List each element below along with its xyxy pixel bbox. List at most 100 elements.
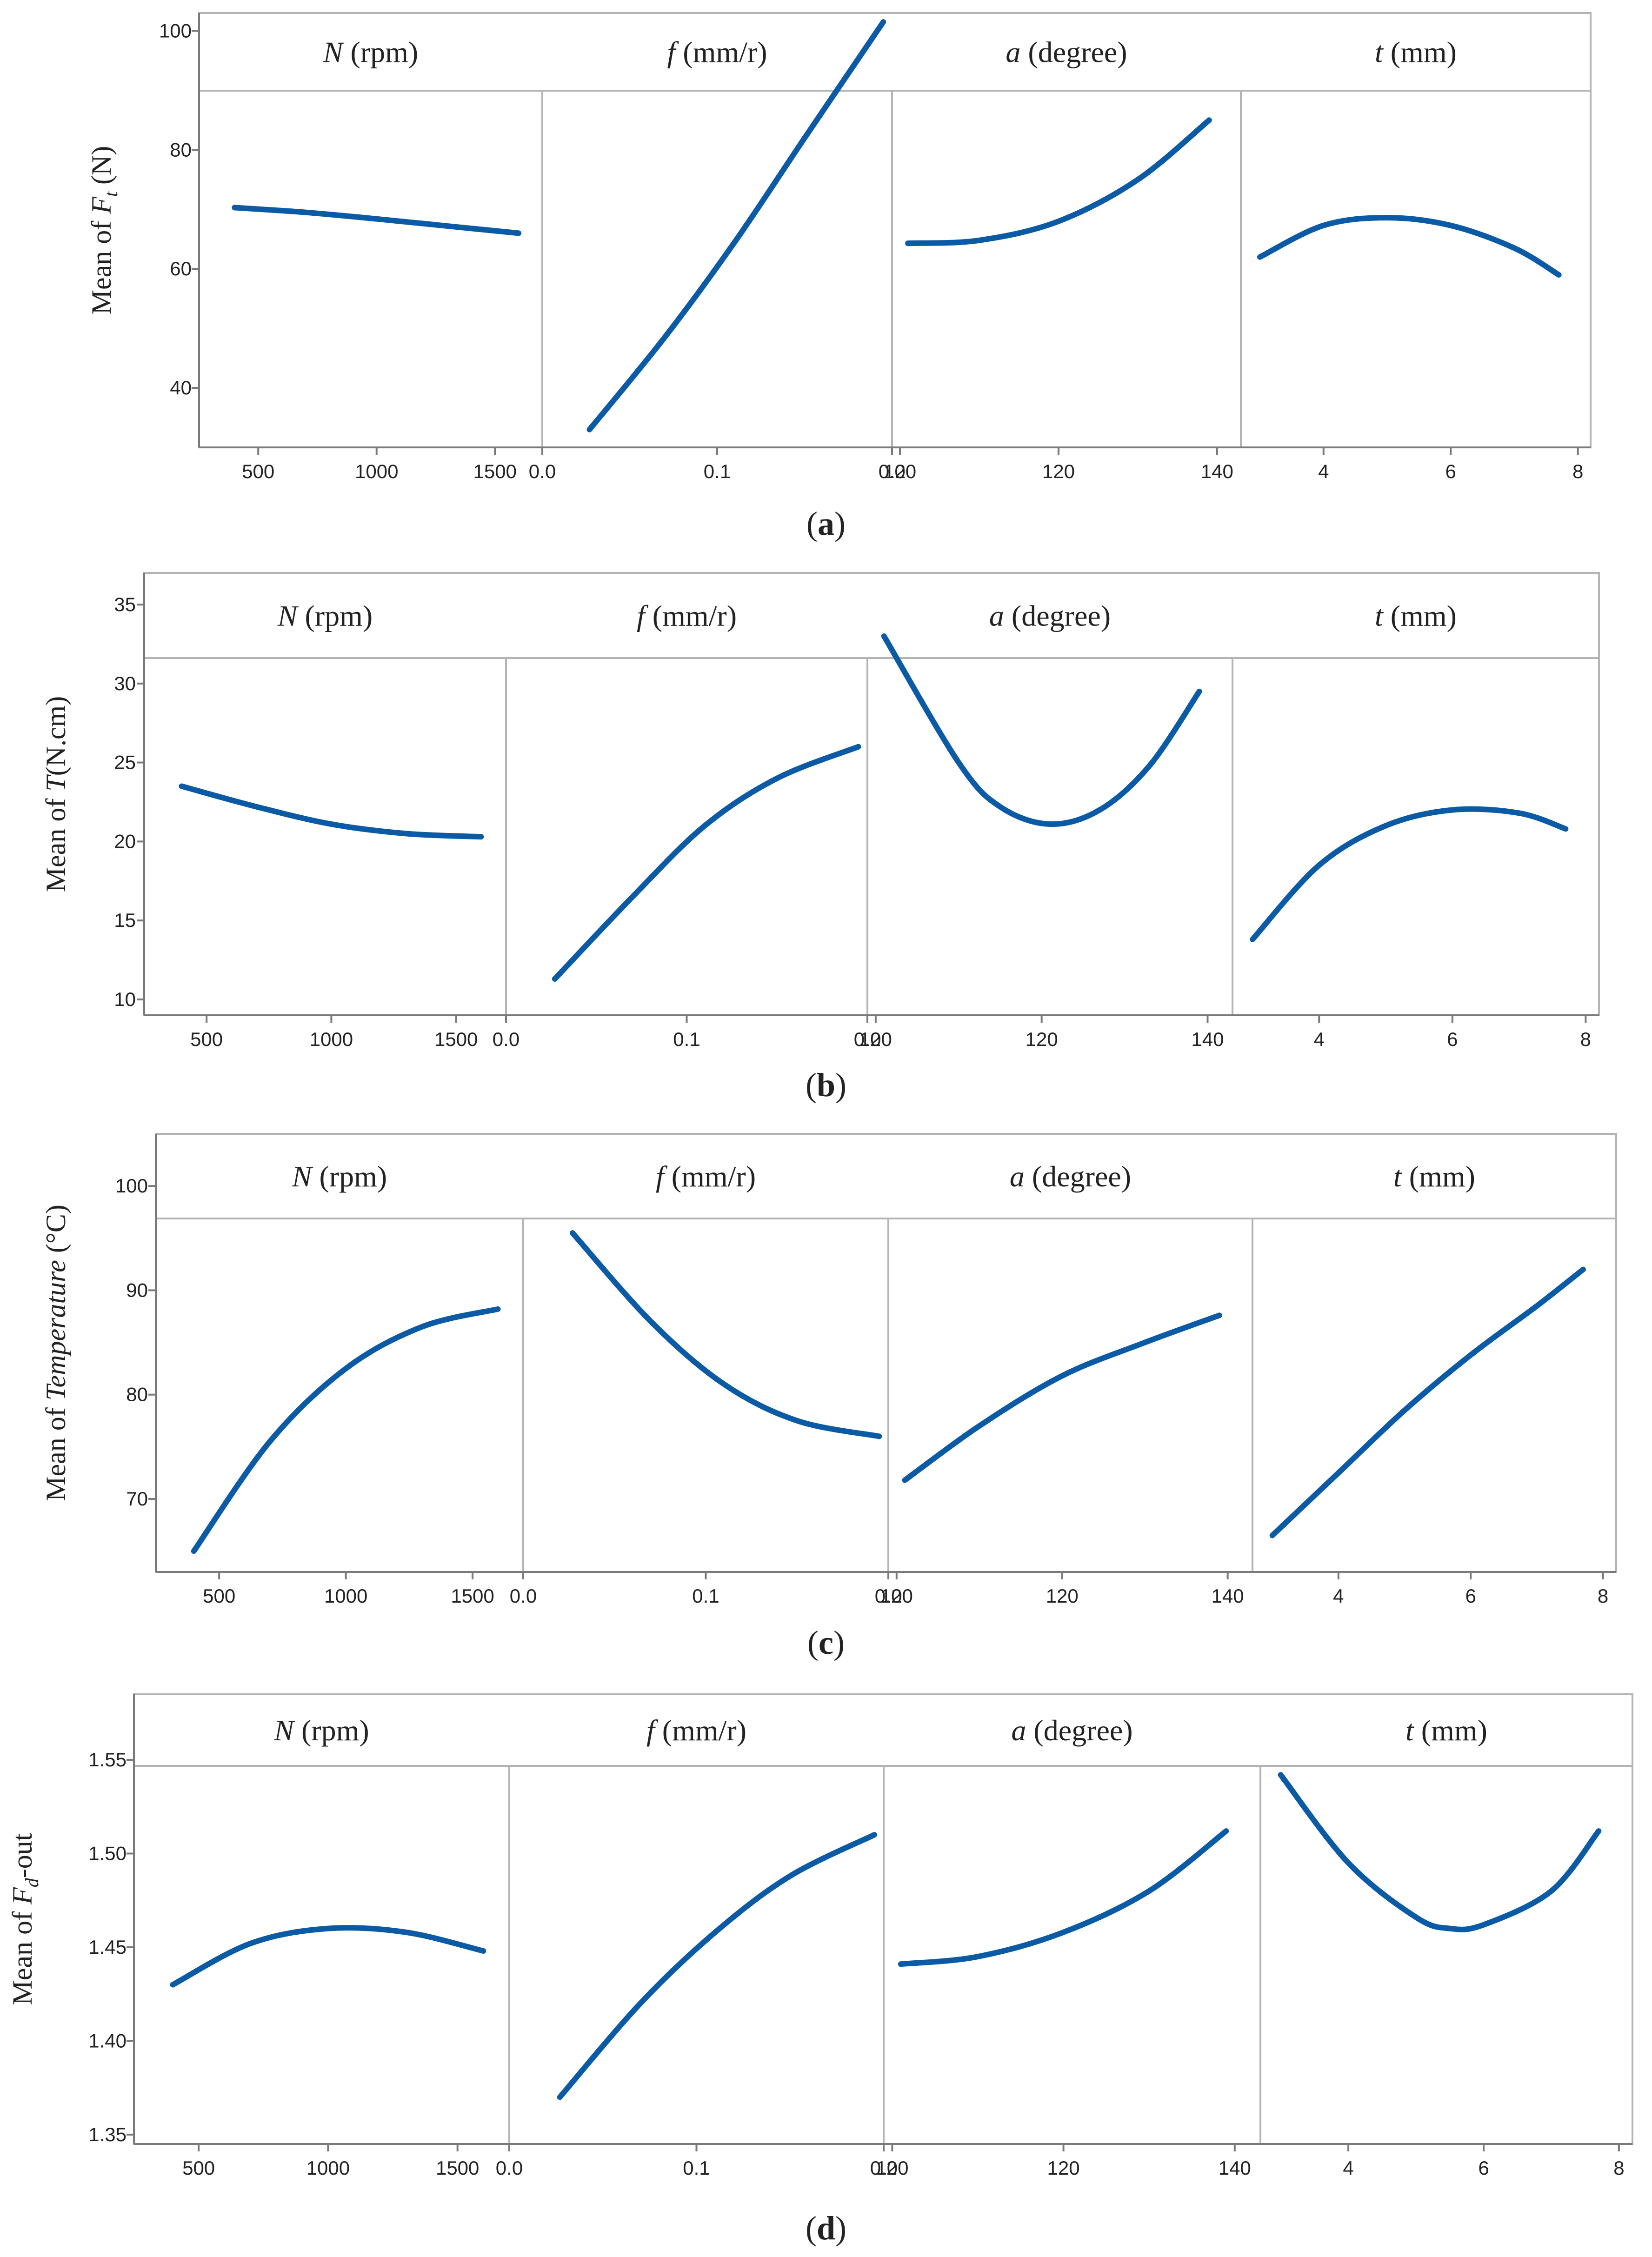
panel-N: N (rpm) 500 1000 1500 <box>179 599 484 1050</box>
x-tick-label: 140 <box>1191 1028 1224 1050</box>
panel-header-t: t (mm) <box>1375 36 1457 69</box>
panel-header-f: f (mm/r) <box>667 36 767 69</box>
y-tick-label: 1.55 <box>88 1749 127 1771</box>
panel-a: a (degree) 100 120 140 <box>880 1160 1244 1607</box>
x-tick-label: 6 <box>1446 460 1456 482</box>
panel-header-a: a (degree) <box>989 599 1111 632</box>
chart-d: 1.35 1.40 1.45 1.50 1.55 Mean of Fd-out N (rpm… <box>7 1693 1633 2247</box>
panel-header-N: N (rpm) <box>292 1160 387 1193</box>
panel-header-f: f (mm/r) <box>646 1714 746 1747</box>
y-tick-label: 100 <box>159 20 192 41</box>
x-tick-label: 4 <box>1314 1028 1325 1050</box>
x-tick-label: 500 <box>203 1585 235 1607</box>
x-tick-label: 1500 <box>434 1028 478 1050</box>
series-line-N <box>191 1306 501 1554</box>
y-axis-label: Mean of Fd-out <box>7 1833 42 2005</box>
x-tick-label: 140 <box>1201 460 1233 482</box>
caption-b: (b) <box>806 1066 846 1104</box>
series-line-a <box>898 1828 1229 1967</box>
x-tick-label: 100 <box>876 2157 908 2179</box>
plot-frame <box>198 90 1592 448</box>
x-tick-label: 6 <box>1465 1585 1476 1607</box>
x-tick-label: 8 <box>1572 460 1583 482</box>
x-tick-label: 1500 <box>451 1585 494 1607</box>
panel-t: t (mm) 4 6 8 <box>1232 599 1591 1050</box>
plot-frame <box>143 657 1600 1016</box>
x-tick-label: 0.0 <box>496 2157 523 2179</box>
series-line-a <box>881 633 1202 827</box>
x-tick-label: 4 <box>1343 2157 1353 2179</box>
x-tick-label: 0.0 <box>510 1585 537 1607</box>
y-tick-label: 25 <box>114 752 136 773</box>
panel-header-t: t (mm) <box>1406 1714 1487 1747</box>
series-line-N <box>232 205 522 236</box>
series-line-a <box>902 1312 1222 1483</box>
panel-header-a: a (degree) <box>1006 36 1127 69</box>
x-tick-label: 140 <box>1212 1585 1244 1607</box>
x-tick-label: 500 <box>182 2157 215 2179</box>
y-tick-label: 40 <box>170 377 192 399</box>
x-tick-label: 500 <box>190 1028 223 1050</box>
x-tick-label: 6 <box>1447 1028 1458 1050</box>
series-line-t <box>1257 215 1562 278</box>
chart-c: 70 80 90 100 Mean of Temperature (°C) N (rpm)… <box>40 1133 1617 1661</box>
y-tick-label: 20 <box>114 830 136 852</box>
series-line-f <box>552 744 861 982</box>
panel-a: a (degree) 100 120 140 <box>884 36 1233 483</box>
series-line-N <box>170 1925 486 1988</box>
x-tick-label: 1500 <box>436 2157 479 2179</box>
panel-a: a (degree) 100 120 140 <box>876 1714 1251 2179</box>
y-tick-label: 1.45 <box>88 1936 127 1958</box>
x-tick-label: 500 <box>242 460 274 482</box>
x-tick-label: 4 <box>1318 460 1329 482</box>
series-line-f <box>569 1230 882 1439</box>
x-tick-label: 8 <box>1613 2157 1624 2179</box>
x-tick-label: 1500 <box>473 460 516 482</box>
y-tick-label: 15 <box>114 909 136 931</box>
panel-f: f (mm/r) 0.0 0.1 0.2 <box>529 19 906 482</box>
x-tick-label: 0.0 <box>529 460 556 482</box>
x-tick-label: 0.2 <box>870 2157 897 2179</box>
x-tick-label: 6 <box>1478 2157 1489 2179</box>
panel-f: f (mm/r) 0.0 0.1 0.2 <box>510 1160 902 1607</box>
x-tick-label: 0.2 <box>879 460 906 482</box>
header-strip <box>155 1133 1617 1219</box>
y-tick-label: 100 <box>115 1175 148 1197</box>
series-line-N <box>179 783 484 840</box>
x-tick-label: 1000 <box>310 1028 353 1050</box>
caption-c: (c) <box>807 1624 845 1661</box>
panel-header-t: t (mm) <box>1375 599 1457 632</box>
y-axis-label: Mean of Temperature (°C) <box>40 1205 71 1501</box>
panel-header-f: f (mm/r) <box>656 1160 756 1193</box>
x-tick-label: 120 <box>1046 1585 1079 1607</box>
x-tick-label: 1000 <box>306 2157 350 2179</box>
x-tick-label: 0.1 <box>692 1585 719 1607</box>
series-line-f <box>557 1832 877 2100</box>
x-tick-label: 120 <box>1042 460 1075 482</box>
x-tick-label: 0.2 <box>854 1028 881 1050</box>
y-tick-label: 90 <box>126 1279 148 1301</box>
header-strip <box>198 12 1592 92</box>
panel-t: t (mm) 4 6 8 <box>1240 36 1583 482</box>
y-tick-label: 70 <box>126 1488 148 1510</box>
x-tick-label: 140 <box>1219 2157 1251 2179</box>
y-tick-label: 1.50 <box>88 1842 127 1864</box>
y-tick-label: 1.35 <box>88 2124 127 2145</box>
series-line-t <box>1278 1772 1602 1932</box>
y-axis-label: Mean of T(N.cm) <box>40 696 71 892</box>
y-tick-label: 60 <box>170 258 192 280</box>
y-tick-label: 1.40 <box>88 2030 127 2051</box>
x-tick-label: 100 <box>884 460 916 482</box>
panel-a: a (degree) 100 120 140 <box>859 599 1224 1051</box>
panel-header-t: t (mm) <box>1393 1160 1475 1193</box>
series-line-t <box>1249 806 1569 942</box>
x-tick-label: 100 <box>880 1585 913 1607</box>
header-strip <box>143 572 1600 659</box>
panel-t: t (mm) 4 6 8 <box>1252 1160 1608 1607</box>
series-line-a <box>905 117 1212 246</box>
panel-t: t (mm) 4 6 8 <box>1259 1714 1625 2179</box>
panel-f: f (mm/r) 0.0 0.1 0.2 <box>496 1714 897 2179</box>
y-tick-label: 35 <box>114 593 136 615</box>
panel-header-N: N (rpm) <box>277 599 373 632</box>
